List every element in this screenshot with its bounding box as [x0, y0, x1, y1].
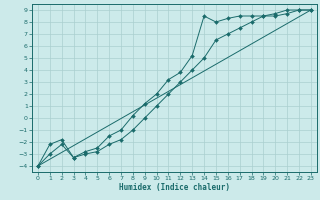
X-axis label: Humidex (Indice chaleur): Humidex (Indice chaleur): [119, 183, 230, 192]
